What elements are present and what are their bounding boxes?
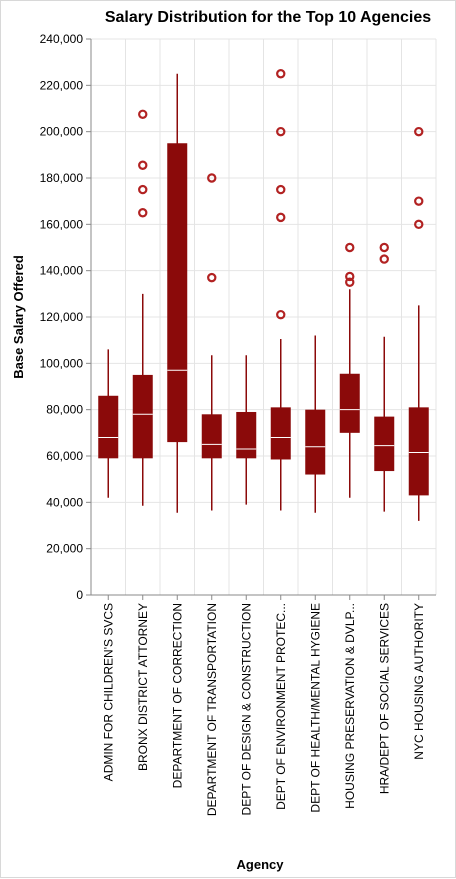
box-group	[374, 242, 395, 512]
y-tick-label: 40,000	[46, 495, 83, 509]
x-category-label: ADMIN FOR CHILDREN'S SVCS	[101, 603, 115, 781]
box-group	[167, 73, 188, 513]
outlier-point	[345, 277, 355, 287]
outlier-point	[276, 69, 286, 79]
y-tick-label: 100,000	[40, 356, 84, 370]
iqr-box	[236, 411, 257, 459]
x-axis-title: Agency	[237, 857, 285, 872]
box-group	[236, 355, 257, 505]
outlier-point	[207, 272, 217, 283]
x-category-label: DEPT OF HEALTH/MENTAL HYGIENE	[308, 603, 322, 813]
box-group	[201, 173, 222, 511]
x-category-label: DEPARTMENT OF TRANSPORTATION	[205, 603, 219, 816]
y-tick-label: 200,000	[40, 125, 84, 139]
y-tick-label: 20,000	[46, 542, 83, 556]
chart-title: Salary Distribution for the Top 10 Agenc…	[105, 9, 431, 26]
box-group	[408, 126, 429, 521]
outlier-point	[414, 126, 424, 137]
y-tick-label: 240,000	[40, 32, 84, 46]
y-tick-label: 160,000	[40, 217, 84, 231]
y-tick-label: 220,000	[40, 78, 84, 92]
x-category-label: DEPT OF DESIGN & CONSTRUCTION	[239, 603, 253, 815]
outlier-point	[276, 309, 286, 320]
outlier-point	[345, 242, 355, 253]
iqr-box	[339, 373, 360, 433]
iqr-box	[201, 414, 222, 459]
iqr-box	[305, 409, 326, 475]
x-category-label: DEPT OF ENVIRONMENT PROTEC...	[274, 603, 288, 810]
box-group	[305, 335, 326, 513]
iqr-box	[132, 374, 153, 459]
box-group	[98, 349, 119, 498]
outlier-point	[138, 184, 148, 195]
y-tick-label: 0	[76, 588, 83, 602]
outlier-point	[345, 271, 355, 282]
iqr-box	[270, 407, 291, 460]
y-axis-title: Base Salary Offered	[11, 255, 26, 379]
iqr-box	[98, 395, 119, 459]
x-category-label: DEPARTMENT OF CORRECTION	[170, 603, 184, 788]
outlier-point	[276, 126, 286, 137]
y-axis: 0 20,000 40,000 60,000 80,000 100,000 120,000 1…	[40, 32, 92, 602]
x-category-label: NYC HOUSING AUTHORITY	[412, 603, 426, 760]
y-tick-label: 120,000	[40, 310, 84, 324]
x-category-label: HOUSING PRESERVATION & DVLP...	[343, 603, 357, 809]
box-group	[270, 69, 291, 511]
y-tick-label: 140,000	[40, 264, 84, 278]
outlier-point	[379, 242, 389, 253]
outlier-point	[276, 184, 286, 195]
iqr-box	[167, 143, 188, 443]
box-plots	[98, 69, 429, 521]
iqr-box	[374, 416, 395, 472]
box-group	[132, 109, 153, 506]
outlier-point	[414, 196, 424, 206]
outlier-point	[276, 212, 286, 223]
x-category-label: BRONX DISTRICT ATTORNEY	[136, 603, 150, 771]
outlier-point	[414, 219, 424, 230]
box-group	[339, 242, 360, 498]
y-tick-label: 80,000	[46, 403, 83, 417]
outlier-point	[138, 160, 148, 170]
y-tick-label: 60,000	[46, 449, 83, 463]
x-axis: ADMIN FOR CHILDREN'S SVCS BRONX DISTRICT …	[91, 594, 436, 816]
x-category-label: HRA/DEPT OF SOCIAL SERVICES	[377, 603, 391, 794]
y-tick-label: 180,000	[40, 171, 84, 185]
iqr-box	[408, 407, 429, 496]
outlier-point	[207, 173, 217, 183]
outlier-point	[138, 208, 148, 218]
outlier-point	[379, 254, 389, 264]
outlier-point	[138, 109, 148, 119]
